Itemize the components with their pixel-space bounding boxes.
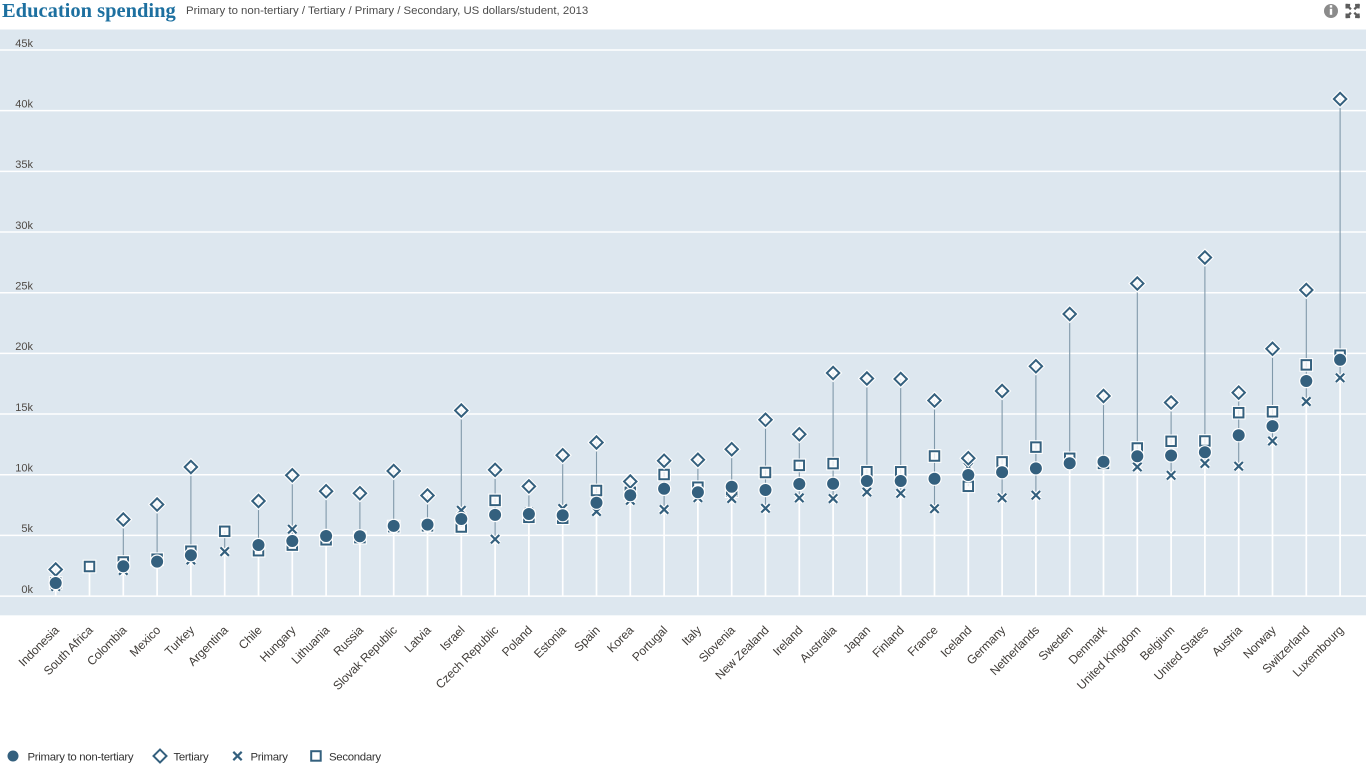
svg-text:France: France: [905, 623, 941, 659]
svg-text:Mexico: Mexico: [127, 623, 164, 660]
svg-text:20k: 20k: [15, 341, 33, 353]
svg-text:Austria: Austria: [1209, 623, 1245, 659]
svg-text:25k: 25k: [15, 281, 33, 293]
svg-text:Secondary: Secondary: [329, 751, 381, 763]
svg-text:Primary to non-tertiary: Primary to non-tertiary: [28, 751, 134, 763]
svg-text:Japan: Japan: [840, 623, 873, 656]
svg-text:15k: 15k: [15, 402, 33, 414]
svg-text:Latvia: Latvia: [402, 623, 434, 655]
svg-text:Poland: Poland: [499, 623, 535, 659]
svg-text:Lithuania: Lithuania: [289, 623, 333, 667]
svg-text:Tertiary: Tertiary: [174, 751, 210, 763]
svg-text:30k: 30k: [15, 220, 33, 232]
svg-text:40k: 40k: [15, 99, 33, 111]
svg-text:5k: 5k: [21, 523, 33, 535]
svg-text:35k: 35k: [15, 159, 33, 171]
svg-text:Israel: Israel: [437, 623, 467, 653]
svg-text:Italy: Italy: [679, 622, 705, 648]
svg-text:Estonia: Estonia: [531, 623, 569, 661]
svg-text:Portugal: Portugal: [629, 623, 670, 664]
svg-text:0k: 0k: [21, 584, 33, 596]
svg-text:Australia: Australia: [797, 623, 840, 666]
svg-text:45k: 45k: [15, 38, 33, 50]
svg-text:Primary: Primary: [251, 751, 289, 763]
svg-text:Spain: Spain: [571, 623, 602, 654]
svg-text:Chile: Chile: [236, 623, 265, 652]
svg-text:10k: 10k: [15, 463, 33, 475]
svg-text:Finland: Finland: [870, 623, 907, 660]
